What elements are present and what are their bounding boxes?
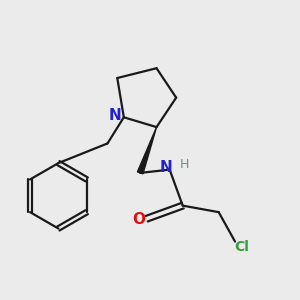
Text: N: N [108,108,121,123]
Text: N: N [160,160,173,175]
Text: Cl: Cl [234,239,249,254]
Text: H: H [180,158,189,171]
Text: O: O [132,212,145,227]
Polygon shape [137,127,157,174]
